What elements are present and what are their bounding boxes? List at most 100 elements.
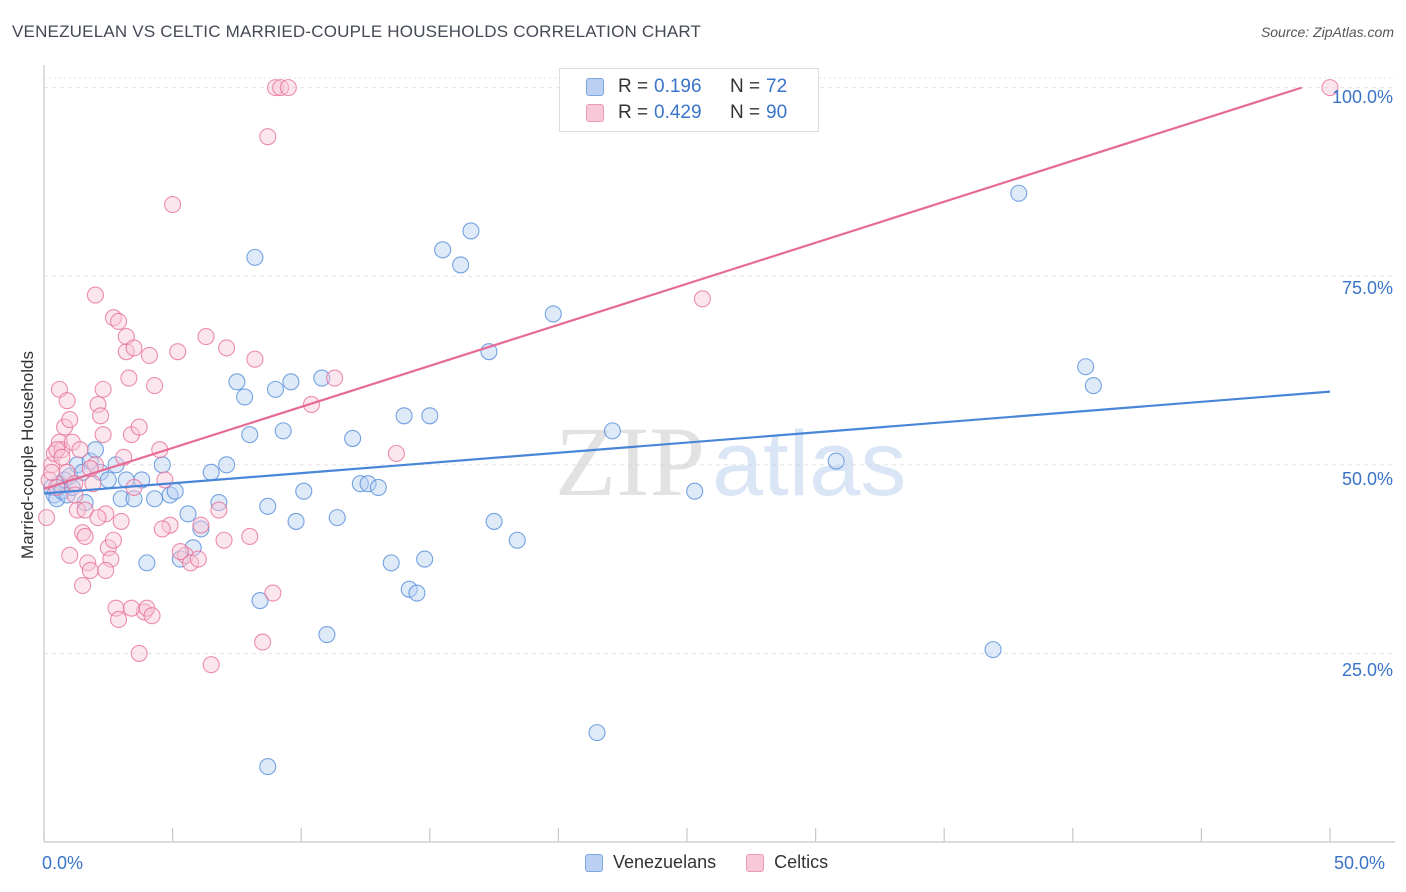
point-celtics bbox=[117, 343, 135, 361]
point-celtics bbox=[197, 328, 215, 346]
watermark: ZIP atlas bbox=[555, 406, 906, 517]
point-venezuelans bbox=[344, 429, 362, 447]
n-value-venezuelans: 72 bbox=[766, 76, 788, 97]
point-venezuelans bbox=[421, 407, 439, 425]
point-venezuelans bbox=[544, 305, 562, 323]
point-venezuelans bbox=[241, 426, 259, 444]
point-celtics bbox=[693, 290, 711, 308]
point-celtics bbox=[97, 505, 115, 523]
point-venezuelans bbox=[408, 584, 426, 602]
point-venezuelans bbox=[259, 497, 277, 515]
axes bbox=[43, 65, 1395, 843]
point-celtics bbox=[246, 350, 264, 368]
point-celtics bbox=[102, 550, 120, 568]
point-celtics bbox=[140, 346, 159, 364]
r-label: R = bbox=[618, 76, 649, 97]
point-venezuelans bbox=[686, 482, 704, 500]
point-venezuelans bbox=[400, 580, 418, 598]
point-venezuelans bbox=[266, 380, 285, 398]
point-venezuelans bbox=[86, 441, 104, 459]
point-venezuelans bbox=[1084, 377, 1102, 395]
point-celtics bbox=[92, 407, 110, 425]
point-celtics bbox=[125, 339, 143, 357]
point-venezuelans bbox=[984, 641, 1002, 659]
point-venezuelans bbox=[236, 388, 254, 406]
point-celtics bbox=[143, 607, 161, 625]
point-celtics bbox=[156, 471, 174, 489]
point-celtics bbox=[215, 531, 233, 549]
watermark-atlas: atlas bbox=[712, 413, 906, 515]
trend-line-celtics bbox=[43, 86, 1303, 491]
point-venezuelans bbox=[192, 520, 210, 538]
point-venezuelans bbox=[179, 505, 197, 523]
point-celtics bbox=[94, 380, 112, 398]
point-venezuelans bbox=[287, 512, 305, 530]
series-legend: Venezuelans Celtics bbox=[585, 852, 828, 873]
point-celtics bbox=[107, 599, 125, 617]
point-celtics bbox=[1321, 79, 1339, 97]
stats-row-celtics: R = 0.429 N = 90 bbox=[586, 101, 787, 125]
source-label: Source: ZipAtlas.com bbox=[1260, 24, 1394, 40]
point-celtics bbox=[169, 343, 187, 361]
point-venezuelans bbox=[508, 531, 526, 549]
point-celtics bbox=[120, 369, 138, 387]
point-celtics bbox=[279, 79, 297, 97]
point-celtics bbox=[58, 392, 76, 410]
point-celtics bbox=[38, 509, 56, 527]
point-venezuelans bbox=[434, 241, 452, 259]
point-venezuelans bbox=[202, 463, 220, 481]
point-venezuelans bbox=[1077, 358, 1095, 376]
point-celtics bbox=[89, 395, 107, 414]
point-celtics bbox=[264, 584, 282, 602]
point-venezuelans bbox=[588, 724, 606, 742]
point-venezuelans bbox=[246, 248, 264, 266]
point-venezuelans bbox=[99, 471, 117, 489]
stats-legend: R = 0.196 N = 72 R = 0.429 N = 90 bbox=[559, 68, 819, 132]
point-celtics bbox=[153, 520, 171, 538]
point-venezuelans bbox=[259, 758, 277, 776]
point-celtics bbox=[74, 576, 92, 595]
point-celtics bbox=[266, 79, 285, 97]
point-venezuelans bbox=[153, 456, 171, 474]
point-celtics bbox=[161, 516, 179, 534]
point-celtics bbox=[171, 543, 189, 561]
point-celtics bbox=[71, 441, 89, 459]
venezuelans-legend-swatch bbox=[585, 853, 603, 872]
data-points bbox=[38, 79, 1339, 776]
point-celtics bbox=[86, 286, 104, 304]
trend-line-venezuelans bbox=[43, 390, 1331, 495]
n-label: N = bbox=[730, 76, 761, 97]
point-celtics bbox=[218, 339, 236, 357]
point-celtics bbox=[61, 546, 79, 564]
point-celtics bbox=[76, 501, 94, 519]
point-celtics bbox=[76, 527, 94, 546]
point-celtics bbox=[94, 426, 112, 444]
trend-lines bbox=[43, 86, 1331, 495]
celtics-swatch bbox=[586, 104, 604, 122]
r-value-celtics: 0.429 bbox=[654, 102, 702, 123]
x-tick-label-max: 50.0% bbox=[1334, 853, 1386, 873]
legend-item-celtics[interactable]: Celtics bbox=[746, 852, 828, 873]
legend-item-venezuelans[interactable]: Venezuelans bbox=[585, 852, 716, 873]
y-tick-label-50: 50.0% bbox=[1341, 469, 1393, 489]
point-venezuelans bbox=[395, 407, 413, 425]
point-venezuelans bbox=[318, 625, 336, 644]
y-tick-label-100: 100.0% bbox=[1331, 87, 1393, 107]
point-venezuelans bbox=[1010, 184, 1028, 202]
point-celtics bbox=[110, 610, 128, 629]
x-tick-label-min: 0.0% bbox=[42, 853, 84, 873]
point-celtics bbox=[43, 463, 61, 481]
point-celtics bbox=[66, 486, 84, 504]
point-celtics bbox=[202, 656, 220, 674]
watermark-zip: ZIP bbox=[555, 406, 705, 517]
point-venezuelans bbox=[603, 422, 621, 440]
n-value-celtics: 90 bbox=[766, 102, 788, 123]
y-tick-label-75: 75.0% bbox=[1341, 278, 1393, 298]
stats-row-venezuelans: R = 0.196 N = 72 bbox=[586, 75, 787, 99]
point-celtics bbox=[146, 377, 164, 395]
point-celtics bbox=[387, 444, 405, 463]
point-celtics bbox=[254, 633, 272, 651]
point-venezuelans bbox=[138, 554, 156, 572]
venezuelans-swatch bbox=[586, 78, 604, 96]
point-venezuelans bbox=[416, 550, 434, 568]
